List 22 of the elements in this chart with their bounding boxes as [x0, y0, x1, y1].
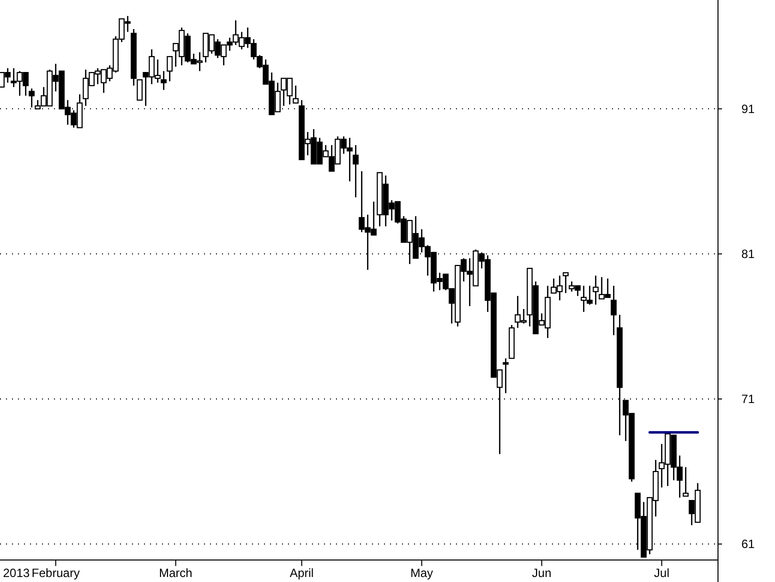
- candlestick: [160, 70, 167, 91]
- candlestick: [682, 466, 689, 497]
- y-tick-label: 81: [741, 247, 755, 262]
- x-tick-label: May: [410, 566, 434, 580]
- candlestick: [136, 79, 143, 101]
- candlestick: [166, 56, 173, 82]
- y-tick-label: 61: [741, 537, 755, 552]
- y-tick-label: 91: [741, 102, 755, 116]
- x-tick-label: March: [159, 566, 192, 580]
- candlestick: [562, 272, 569, 294]
- x-tick-label: Jun: [532, 566, 552, 580]
- candlestick: [292, 84, 299, 104]
- candlestick: [592, 275, 599, 306]
- x-tick-label: Jul: [654, 566, 670, 580]
- y-tick-label: 71: [741, 392, 755, 406]
- candlestick: [502, 358, 509, 394]
- x-tick-label: February: [32, 566, 80, 580]
- candlestick: [352, 144, 359, 198]
- candlestick: [610, 285, 617, 336]
- x-tick-label: April: [290, 566, 314, 580]
- text: 2013: [3, 566, 30, 580]
- candlestick: [28, 88, 35, 108]
